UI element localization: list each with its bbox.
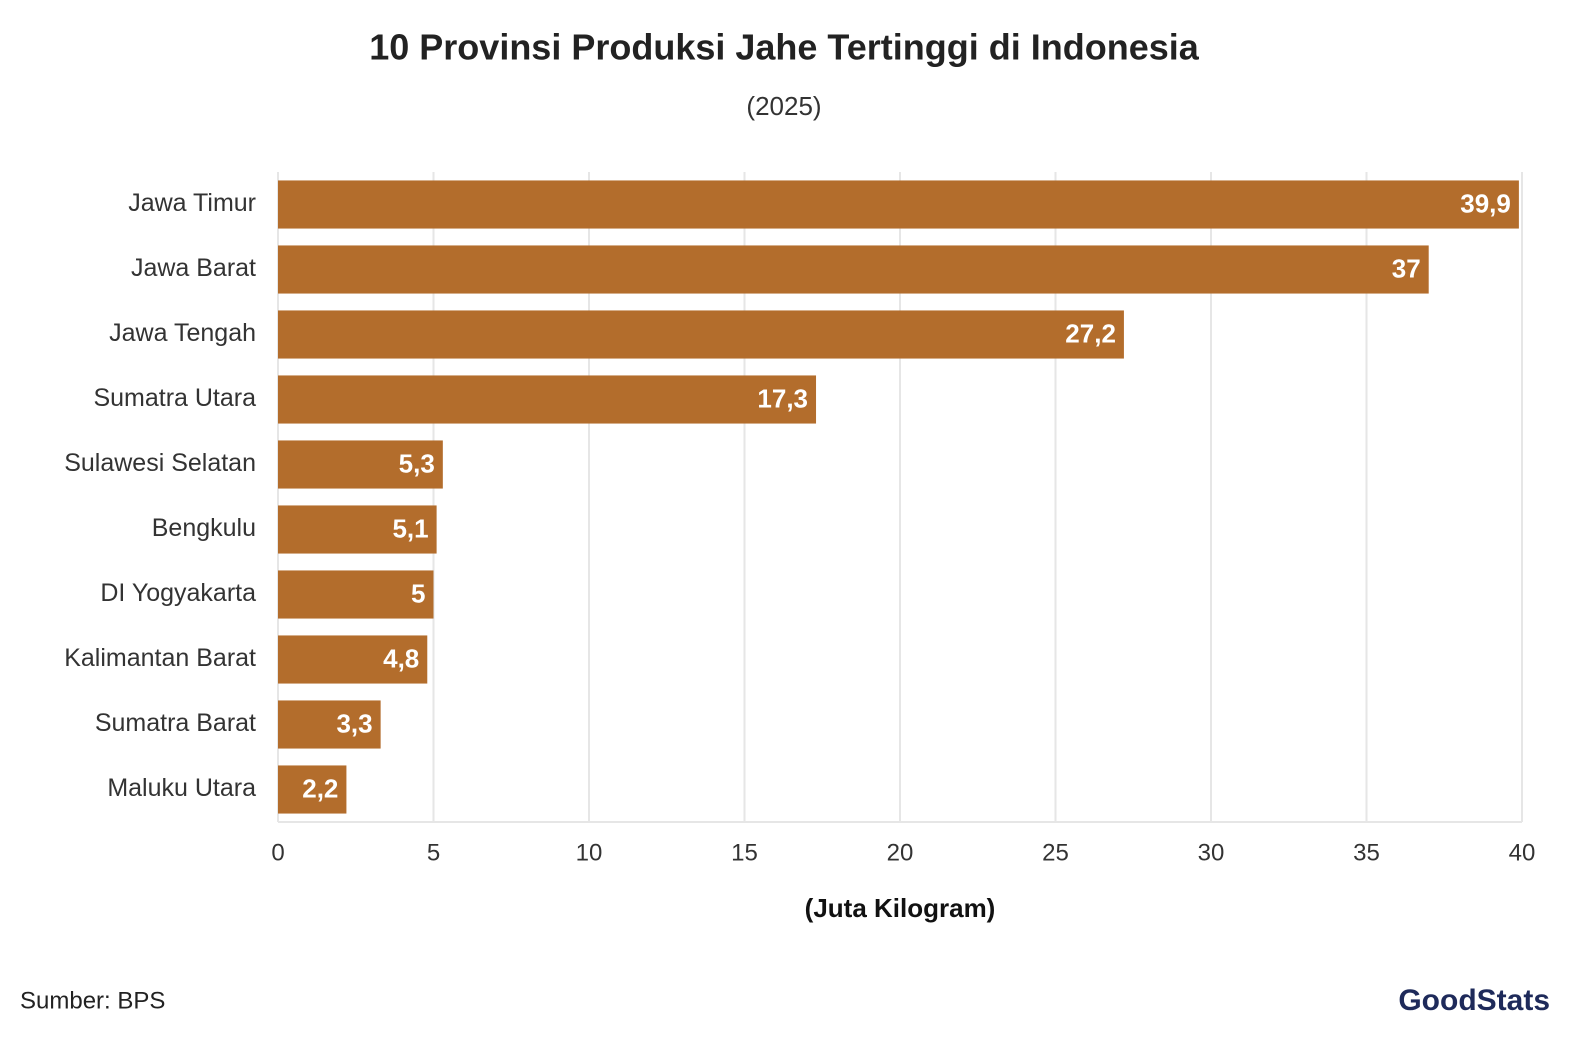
y-tick-label: DI Yogyakarta <box>100 579 256 607</box>
value-label: 2,2 <box>302 773 338 803</box>
bar <box>278 180 1519 229</box>
bar <box>278 635 428 684</box>
source: Sumber: BPS <box>20 987 165 1014</box>
value-label: 5 <box>411 578 425 608</box>
value-label: 17,3 <box>757 383 808 413</box>
value-label: 37 <box>1392 253 1421 283</box>
x-tick-label: 15 <box>731 839 758 866</box>
y-tick-label: Sulawesi Selatan <box>64 449 256 477</box>
x-tick-label: 35 <box>1353 839 1380 866</box>
value-label: 5,3 <box>399 448 435 478</box>
y-tick-label: Sumatra Utara <box>93 384 256 412</box>
y-tick-label: Bengkulu <box>152 514 256 542</box>
value-label: 3,3 <box>336 708 372 738</box>
y-tick-label: Jawa Tengah <box>109 319 256 347</box>
value-label: 4,8 <box>383 643 419 673</box>
y-tick-label: Jawa Timur <box>128 189 256 217</box>
x-tick-label: 25 <box>1042 839 1069 866</box>
x-tick-label: 30 <box>1198 839 1225 866</box>
x-tick-label: 10 <box>576 839 603 866</box>
x-tick-label: 0 <box>271 839 284 866</box>
bar <box>278 440 443 489</box>
x-tick-label: 5 <box>427 839 440 866</box>
bar <box>278 245 1429 294</box>
x-axis-label: (Juta Kilogram) <box>805 893 996 923</box>
value-label: 39,9 <box>1460 188 1511 218</box>
bar <box>278 570 434 619</box>
value-label: 5,1 <box>392 513 428 543</box>
value-label: 27,2 <box>1065 318 1116 348</box>
x-tick-label: 20 <box>887 839 914 866</box>
chart-title: 10 Provinsi Produksi Jahe Tertinggi di I… <box>369 27 1200 68</box>
bar <box>278 765 347 814</box>
bar <box>278 310 1124 359</box>
y-tick-label: Kalimantan Barat <box>64 644 256 672</box>
y-tick-label: Jawa Barat <box>131 254 256 282</box>
y-tick-label: Sumatra Barat <box>95 709 256 737</box>
chart-subtitle: (2025) <box>746 91 821 121</box>
bar <box>278 505 437 554</box>
x-tick-label: 40 <box>1509 839 1536 866</box>
bar <box>278 700 381 749</box>
logo: GoodStats <box>1398 984 1550 1017</box>
y-tick-label: Maluku Utara <box>107 774 256 802</box>
bar <box>278 375 817 424</box>
